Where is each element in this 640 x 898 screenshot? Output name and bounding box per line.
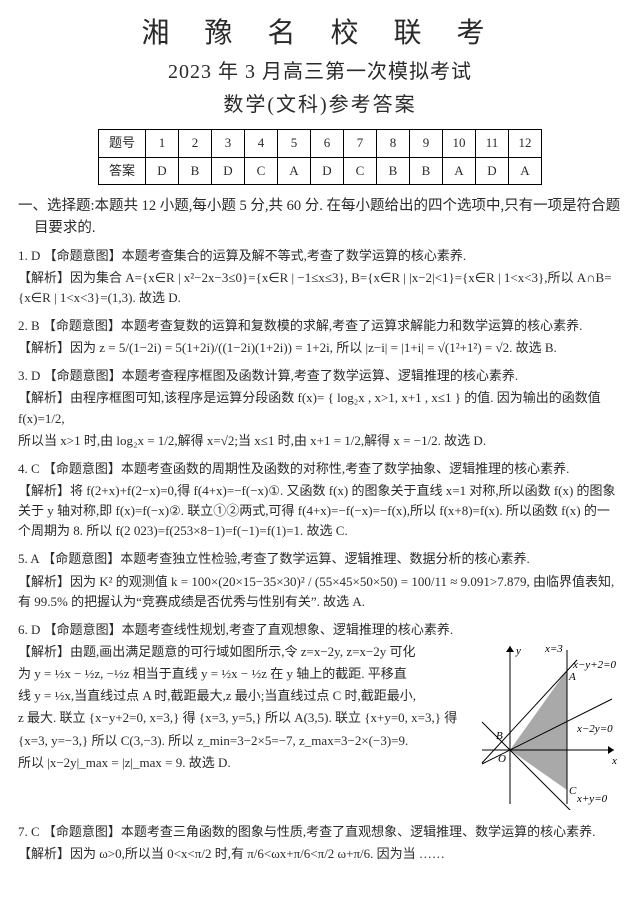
q1-lead: 1. D 【命题意图】本题考查集合的运算及解不等式,考查了数学运算的核心素养. [18, 246, 622, 266]
ans-cell: D [146, 157, 179, 184]
svg-text:O: O [498, 753, 506, 765]
col-num: 11 [476, 130, 509, 157]
ans-cell: D [212, 157, 245, 184]
svg-text:B: B [496, 730, 503, 742]
ans-cell: A [509, 157, 542, 184]
q3-piece-bot: x+1 , x≤1 [401, 390, 451, 405]
question-2: 2. B 【命题意图】本题考查复数的运算和复数模的求解,考查了运算求解能力和数学… [18, 316, 622, 358]
q7-explain: 【解析】因为 ω>0,所以当 0<x<π/2 时,有 π/6<ωx+π/6<π/… [18, 844, 622, 864]
q3-piece-top: log₂x , x>1, [337, 390, 398, 405]
title-line-3: 数学(文科)参考答案 [18, 90, 622, 121]
ans-cell: D [311, 157, 344, 184]
ans-cell: C [245, 157, 278, 184]
title-block: 湘 豫 名 校 联 考 2023 年 3 月高三第一次模拟考试 数学(文科)参考… [18, 12, 622, 121]
q7-lead: 7. C 【命题意图】本题考查三角函数的图象与性质,考查了直观想象、逻辑推理、数… [18, 822, 622, 842]
question-6: 6. D 【命题意图】本题考查线性规划,考查了直观想象、逻辑推理的核心素养. x… [18, 620, 622, 814]
q2-lead: 2. B 【命题意图】本题考查复数的运算和复数模的求解,考查了运算求解能力和数学… [18, 316, 622, 336]
table-row: 答案 D B D C A D C B B A D A [99, 157, 542, 184]
q6-lead: 6. D 【命题意图】本题考查线性规划,考查了直观想象、逻辑推理的核心素养. [18, 620, 622, 640]
svg-text:y: y [515, 645, 521, 657]
svg-text:x−y+2=0: x−y+2=0 [572, 659, 617, 671]
question-3: 3. D 【命题意图】本题考查程序框图及函数计算,考查了数学运算、逻辑推理的核心… [18, 366, 622, 451]
title-line-2: 2023 年 3 月高三第一次模拟考试 [18, 57, 622, 88]
ans-cell: B [410, 157, 443, 184]
col-num: 3 [212, 130, 245, 157]
ans-cell: D [476, 157, 509, 184]
feasible-region-plot: x=3 x−y+2=0Ax−2y=0 B Cx+y=0 Ox y [472, 640, 622, 810]
question-5: 5. A 【命题意图】本题考查独立性检验,考查了数学运算、逻辑推理、数据分析的核… [18, 549, 622, 611]
svg-text:A: A [568, 671, 576, 683]
answer-table: 题号 1 2 3 4 5 6 7 8 9 10 11 12 答案 D B D C… [98, 129, 542, 184]
svg-text:x: x [611, 755, 617, 767]
svg-text:x+y=0: x+y=0 [576, 793, 608, 805]
col-num: 7 [344, 130, 377, 157]
col-num: 8 [377, 130, 410, 157]
q3-expl-c: 所以当 x>1 时,由 log₂x = 1/2,解得 x=√2;当 x≤1 时,… [18, 431, 622, 451]
q1-explain: 【解析】因为集合 A={x∈R | x²−2x−3≤0}={x∈R | −1≤x… [18, 268, 622, 308]
q5-lead: 5. A 【命题意图】本题考查独立性检验,考查了数学运算、逻辑推理、数据分析的核… [18, 549, 622, 569]
col-num: 12 [509, 130, 542, 157]
q3-explain: 【解析】由程序框图可知,该程序是运算分段函数 f(x)= { log₂x , x… [18, 388, 622, 428]
svg-text:x=3: x=3 [544, 643, 563, 655]
q3-lead: 3. D 【命题意图】本题考查程序框图及函数计算,考查了数学运算、逻辑推理的核心… [18, 366, 622, 386]
q4-lead: 4. C 【命题意图】本题考查函数的周期性及函数的对称性,考查了数学抽象、逻辑推… [18, 459, 622, 479]
ans-cell: C [344, 157, 377, 184]
row-header: 答案 [99, 157, 146, 184]
q3-expl-a: 【解析】由程序框图可知,该程序是运算分段函数 f(x)= [18, 390, 324, 405]
q5-explain: 【解析】因为 K² 的观测值 k = 100×(20×15−35×30)² / … [18, 572, 622, 612]
ans-cell: B [179, 157, 212, 184]
col-num: 1 [146, 130, 179, 157]
col-num: 6 [311, 130, 344, 157]
col-num: 9 [410, 130, 443, 157]
q3-piecewise: { log₂x , x>1, x+1 , x≤1 } [328, 390, 461, 405]
svg-text:C: C [569, 785, 577, 797]
col-num: 10 [443, 130, 476, 157]
q2-explain: 【解析】因为 z = 5/(1−2i) = 5(1+2i)/((1−2i)(1+… [18, 338, 622, 358]
section-heading: 一、选择题:本题共 12 小题,每小题 5 分,共 60 分. 在每小题给出的四… [18, 195, 622, 240]
table-row: 题号 1 2 3 4 5 6 7 8 9 10 11 12 [99, 130, 542, 157]
ans-cell: A [443, 157, 476, 184]
question-1: 1. D 【命题意图】本题考查集合的运算及解不等式,考查了数学运算的核心素养. … [18, 246, 622, 308]
col-num: 4 [245, 130, 278, 157]
svg-text:x−2y=0: x−2y=0 [576, 723, 613, 735]
ans-cell: B [377, 157, 410, 184]
q4-explain: 【解析】将 f(2+x)+f(2−x)=0,得 f(4+x)=−f(−x)①. … [18, 481, 622, 541]
col-num: 5 [278, 130, 311, 157]
question-4: 4. C 【命题意图】本题考查函数的周期性及函数的对称性,考查了数学抽象、逻辑推… [18, 459, 622, 542]
col-num: 2 [179, 130, 212, 157]
ans-cell: A [278, 157, 311, 184]
row-header: 题号 [99, 130, 146, 157]
q6-figure: x=3 x−y+2=0Ax−2y=0 B Cx+y=0 Ox y [472, 640, 622, 810]
question-7: 7. C 【命题意图】本题考查三角函数的图象与性质,考查了直观想象、逻辑推理、数… [18, 822, 622, 864]
title-line-1: 湘 豫 名 校 联 考 [18, 12, 622, 55]
